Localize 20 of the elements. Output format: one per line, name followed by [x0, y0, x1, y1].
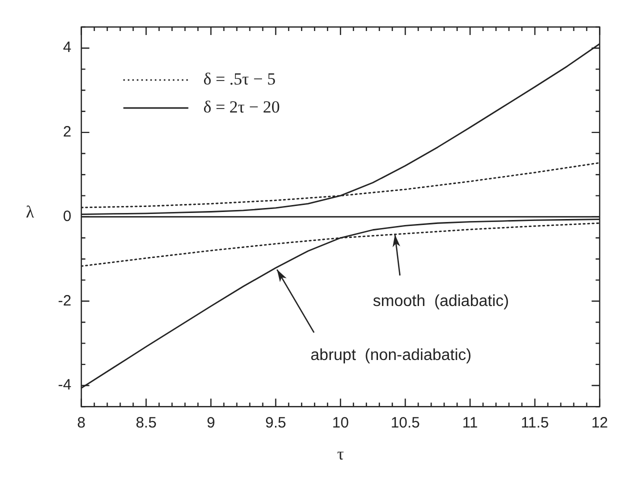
y-tick-label: 0	[62, 208, 72, 225]
y-tick-label: 2	[62, 124, 72, 141]
x-tick-label: 8.5	[136, 414, 157, 432]
legend-label: δ = .5τ − 5	[203, 69, 276, 88]
x-tick-label: 10.5	[390, 414, 420, 432]
annotation: smooth (adiabatic)	[372, 292, 509, 310]
x-tick-label: 11	[462, 414, 478, 432]
y-tick-label: -2	[58, 292, 72, 310]
annotation: abrupt (non-adiabatic)	[310, 346, 472, 364]
x-tick-label: 9.5	[265, 414, 286, 432]
x-axis-title: τ	[337, 444, 344, 464]
y-tick-label: -4	[58, 376, 72, 394]
x-tick-label: 11.5	[520, 414, 549, 432]
x-tick-label: 8	[77, 414, 86, 432]
legend-label: δ = 2τ − 20	[203, 97, 280, 116]
x-tick-label: 12	[591, 414, 608, 432]
x-tick-label: 9	[206, 414, 216, 432]
y-tick-label: 4	[62, 39, 72, 56]
x-tick-label: 10	[332, 414, 349, 432]
y-axis-title: λ	[26, 202, 35, 222]
